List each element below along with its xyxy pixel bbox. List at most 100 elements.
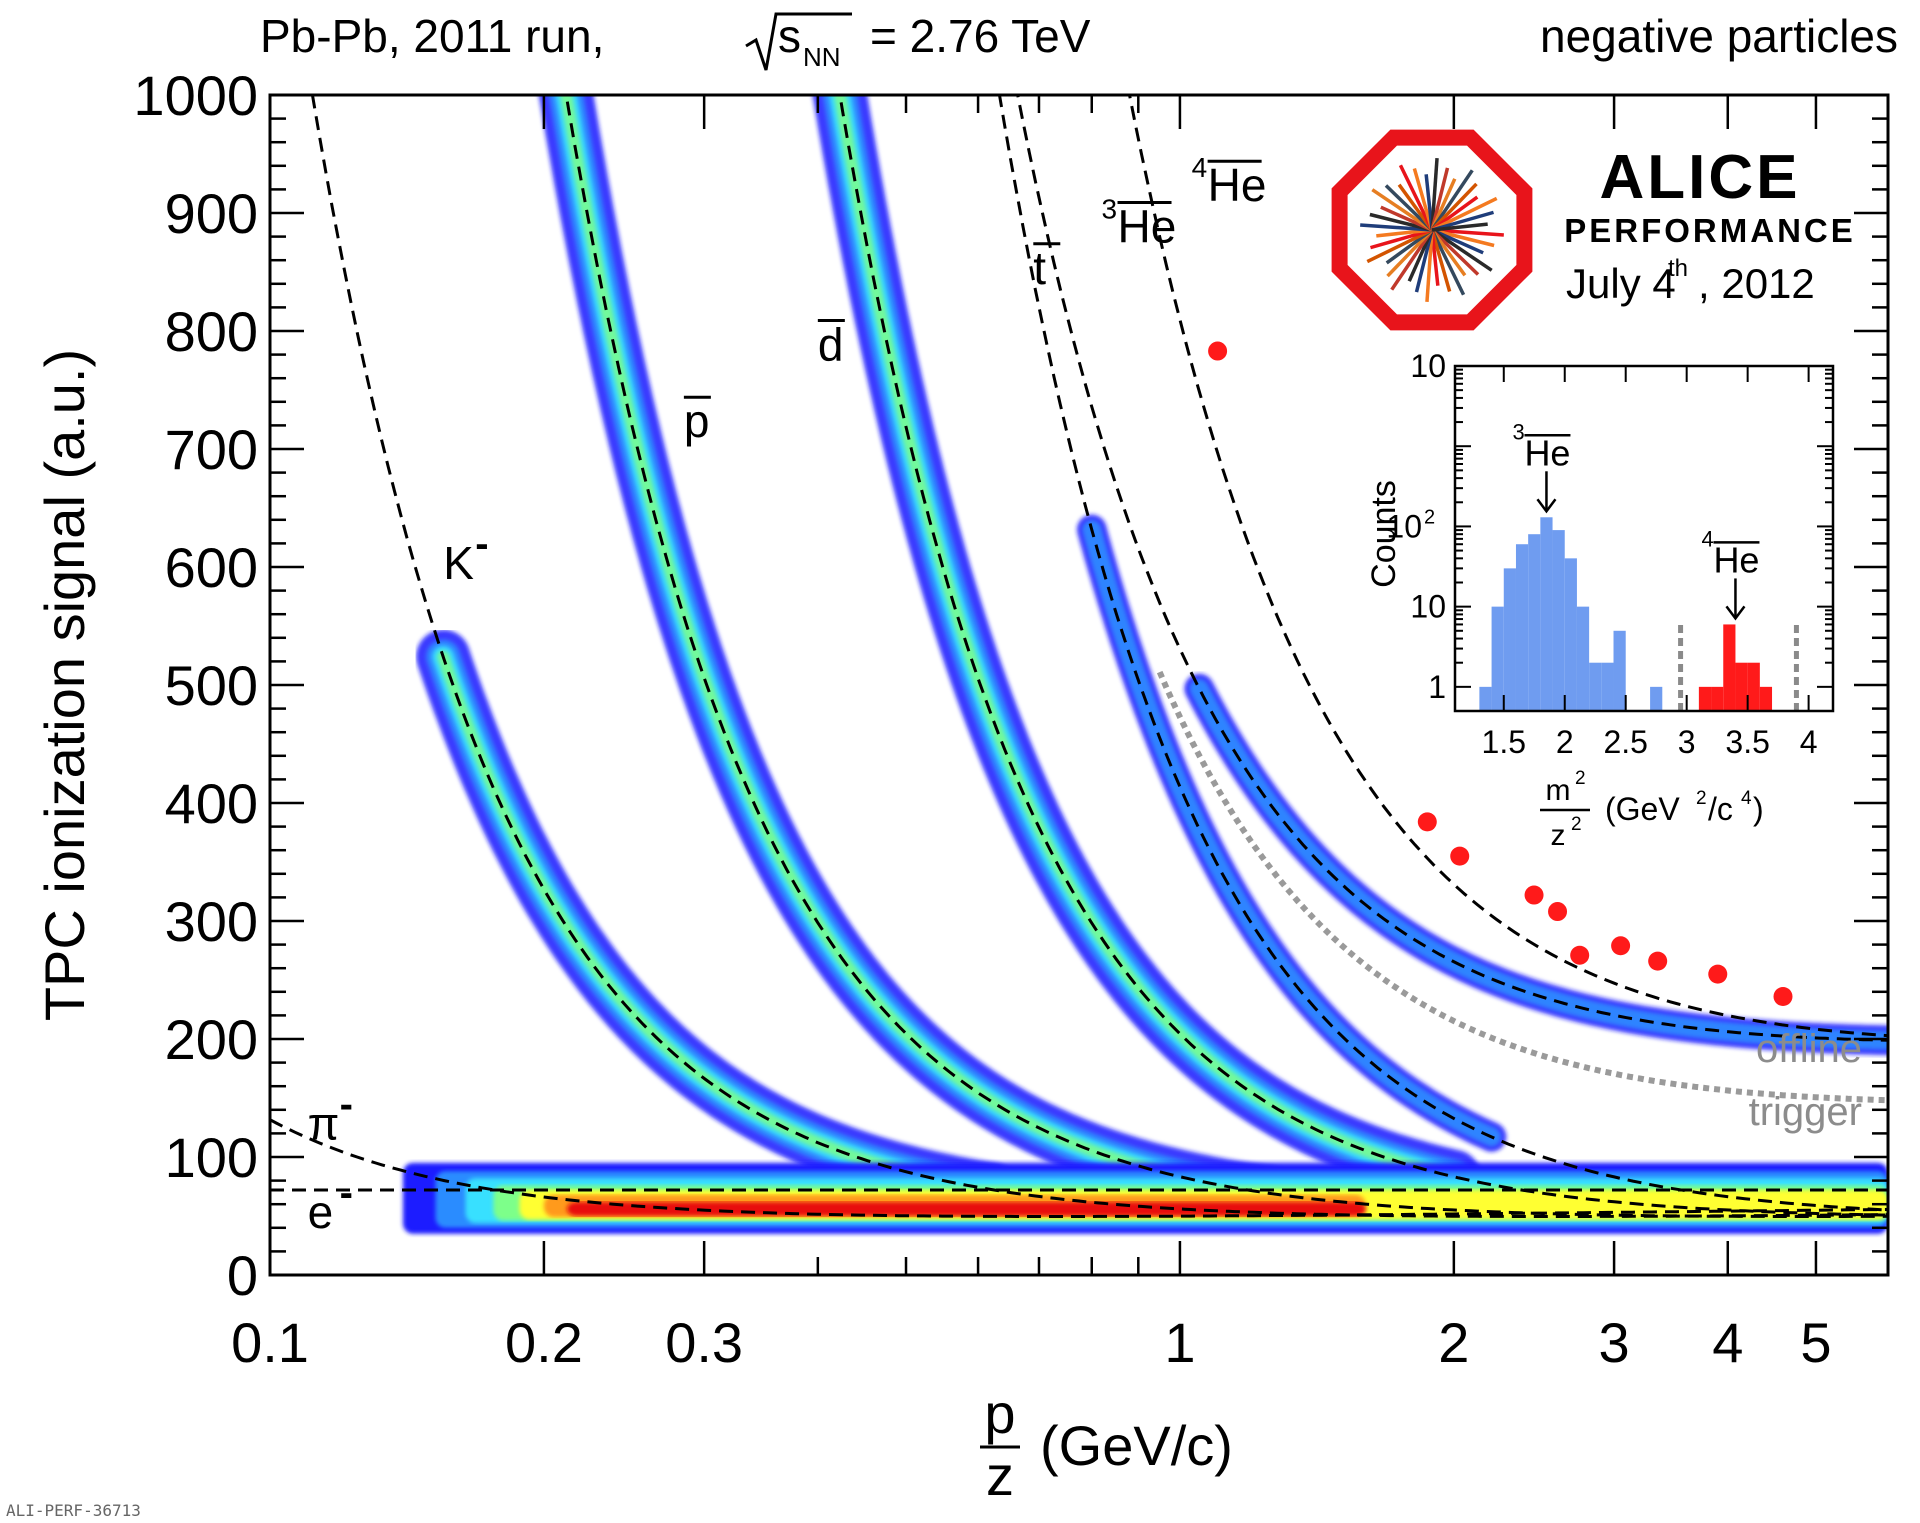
inset-y-label: Counts: [1365, 480, 1403, 588]
band-label-p: p: [684, 395, 710, 447]
inset-species-sup: 4: [1701, 526, 1713, 551]
header-sqrt-s-sub: NN: [803, 42, 841, 72]
expectation-curve-he4: [1128, 95, 1888, 1038]
histogram-bar-he4: [1747, 662, 1760, 711]
alice-ray: [1414, 229, 1434, 293]
logo-date-suffix: , 2012: [1698, 260, 1815, 307]
histogram-bar-he3: [1540, 517, 1553, 711]
inset-x-tick-label: 2.5: [1603, 724, 1647, 760]
band-label-sup: 4: [1192, 152, 1208, 183]
y-tick-label: 200: [165, 1008, 258, 1071]
inset-x-label: m 2 z 2 (GeV 2 /c 4 ): [1540, 768, 1764, 852]
inset-cut-lines: [1678, 624, 1799, 711]
alice-ray: [1360, 223, 1433, 232]
x-axis-label: p z (GeV/c): [980, 1382, 1233, 1507]
y-tick-label: 100: [165, 1126, 258, 1189]
anti-alpha-marker: [1450, 846, 1470, 866]
logo-date-prefix: July 4: [1566, 260, 1676, 307]
inset-y-tick-sup: 2: [1424, 506, 1435, 528]
histogram-bar-he4: [1711, 686, 1724, 711]
alice-ray: [1431, 228, 1504, 237]
alice-ray: [1386, 228, 1434, 278]
band-label-e: e: [308, 1186, 334, 1238]
histogram-bar-he4: [1735, 662, 1748, 711]
trigger-threshold-curve: [1156, 670, 1888, 1104]
histogram-bar-he4: [1698, 686, 1712, 711]
header-run-label: Pb-Pb, 2011 run,: [260, 10, 604, 62]
trigger-label-trigger: trigger: [1749, 1090, 1862, 1134]
expectation-curve-π: [270, 1118, 1888, 1218]
sqrt-sign-icon: [745, 12, 852, 71]
y-tick-label: 800: [165, 300, 258, 363]
inset-x-unit-a: (GeV: [1605, 791, 1680, 827]
expectation-curve-he3: [1016, 95, 1888, 1042]
x-tick-label: 4: [1712, 1311, 1743, 1374]
inset-y-tick-label: 10: [1386, 508, 1422, 544]
histogram-bar-he3: [1515, 544, 1529, 711]
anti-alpha-marker: [1524, 885, 1544, 905]
figure-id: ALI-PERF-36713: [6, 1501, 141, 1520]
x-axis-label-unit: (GeV/c): [1040, 1414, 1233, 1477]
inset-x-unit-c: ): [1753, 791, 1764, 827]
band-label-t: t: [1033, 242, 1046, 294]
y-tick-label: 700: [165, 418, 258, 481]
anti-alpha-candidates: [1208, 341, 1793, 1007]
expectation-curve-p: [564, 95, 1888, 1218]
anti-alpha-marker: [1570, 945, 1590, 965]
inset-x-den: z: [1551, 819, 1566, 852]
inset-x-tick-label: 3.5: [1725, 724, 1769, 760]
inset-x-num: m: [1546, 774, 1571, 807]
inset-species-sup: 3: [1512, 419, 1524, 444]
histogram-bar-he3: [1479, 686, 1492, 711]
histogram-bar-he3: [1589, 662, 1602, 711]
anti-alpha-marker: [1548, 902, 1568, 922]
inset-x-num-sup: 2: [1575, 768, 1586, 789]
alice-ray: [1431, 210, 1495, 232]
band-label-d: d: [818, 319, 844, 371]
inset-species-label: He: [1713, 539, 1759, 580]
alice-ray: [1430, 169, 1474, 231]
alice-ray: [1369, 228, 1433, 250]
header-charge-label: negative particles: [1540, 10, 1898, 62]
x-tick-label: 0.2: [505, 1311, 583, 1374]
inset-y-tick-label: 10: [1410, 589, 1446, 625]
header-energy: = 2.76 TeV: [870, 10, 1091, 62]
alice-ray: [1371, 188, 1433, 232]
alice-logo: ALICE PERFORMANCE July 4 th , 2012: [1331, 129, 1853, 331]
alice-ray: [1430, 228, 1480, 276]
alice-ray: [1431, 222, 1488, 232]
band-label-sup: -: [340, 1082, 353, 1126]
alice-ray: [1430, 158, 1439, 231]
inset-x-tick-label: 2: [1556, 724, 1574, 760]
alice-ray: [1398, 164, 1434, 231]
alice-ray: [1431, 228, 1493, 272]
header: Pb-Pb, 2011 run, s NN = 2.76 TeV negativ…: [260, 10, 1898, 72]
anti-alpha-marker: [1417, 812, 1437, 832]
band-label-sup: -: [340, 1171, 353, 1215]
histogram-bar-he3: [1503, 568, 1516, 711]
inset-y-tick-label: 10: [1410, 348, 1446, 384]
x-tick-label: 0.1: [231, 1311, 309, 1374]
histogram-bar-he3: [1576, 606, 1590, 711]
inset-y-tick-label: 1: [1428, 669, 1446, 705]
y-tick-label: 900: [165, 182, 258, 245]
histogram-bar-he4: [1723, 624, 1736, 711]
logo-name: ALICE: [1600, 143, 1801, 212]
expectation-curves: [270, 95, 1888, 1218]
x-tick-label: 0.3: [665, 1311, 743, 1374]
anti-alpha-marker: [1708, 964, 1728, 984]
band-label-he: He: [1208, 159, 1267, 211]
alice-ray: [1430, 167, 1450, 231]
histogram-bar-he3: [1564, 558, 1577, 711]
x-axis-label-numerator: p: [984, 1382, 1015, 1445]
alice-ray: [1431, 196, 1498, 232]
y-tick-label: 600: [165, 536, 258, 599]
anti-alpha-marker: [1773, 987, 1793, 1007]
alice-ray: [1430, 229, 1452, 293]
x-tick-label: 3: [1599, 1311, 1630, 1374]
band-label-pi: π: [308, 1097, 340, 1149]
arrow-head-icon: [1536, 498, 1557, 514]
